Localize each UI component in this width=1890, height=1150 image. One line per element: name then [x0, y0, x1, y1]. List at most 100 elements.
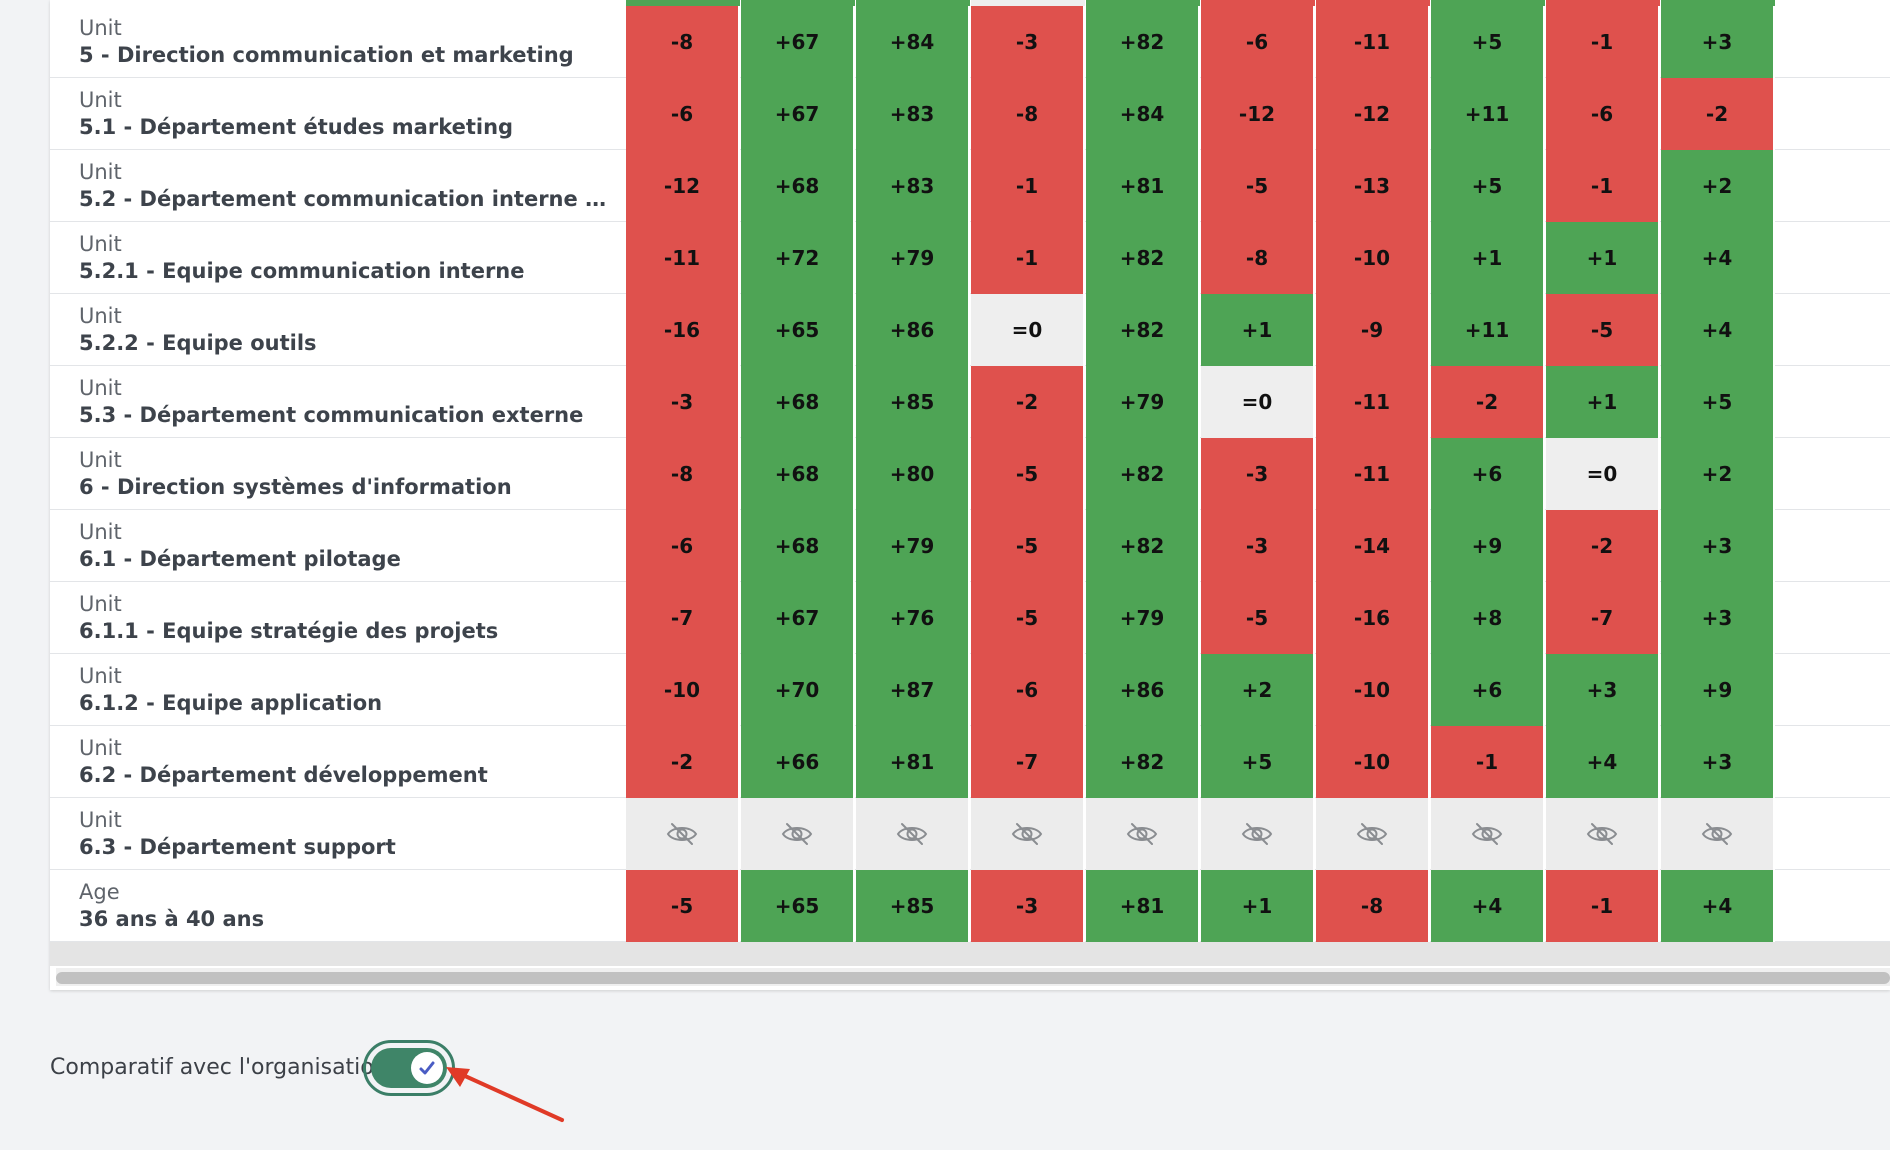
score-cell: +4 [1661, 294, 1775, 366]
score-cell: +6 [1431, 654, 1545, 726]
score-cell: +5 [1201, 726, 1315, 798]
score-cell: -2 [971, 366, 1085, 438]
score-cell: +84 [1086, 78, 1200, 150]
table-row: Unit 6 - Direction systèmes d'information… [50, 438, 1890, 510]
row-category: Age [79, 880, 120, 904]
score-cell: +86 [856, 294, 970, 366]
score-cell: +3 [1661, 582, 1775, 654]
score-cell: -11 [1316, 438, 1430, 510]
score-cell: +68 [741, 438, 855, 510]
score-cell: +2 [1661, 150, 1775, 222]
comparison-toggle-label: Comparatif avec l'organisation [50, 1055, 388, 1080]
hidden-score-cell [741, 798, 855, 870]
table-footer-band [50, 942, 1890, 966]
eye-slash-icon [781, 823, 813, 845]
annotation-arrow-icon [446, 1067, 564, 1122]
row-name: 6.1 - Département pilotage [79, 547, 401, 571]
score-cell: +5 [1431, 150, 1545, 222]
row-name: 5 - Direction communication et marketing [79, 43, 574, 67]
score-cell: +68 [741, 150, 855, 222]
row-label: Unit 5 - Direction communication et marke… [79, 15, 619, 69]
score-cell: +67 [741, 78, 855, 150]
score-cell: -10 [1316, 222, 1430, 294]
scrollbar-thumb[interactable] [56, 972, 1890, 984]
strip-cell [741, 0, 855, 6]
eye-slash-icon [1011, 823, 1043, 845]
row-name: 5.1 - Département études marketing [79, 115, 514, 139]
score-cell: +66 [741, 726, 855, 798]
score-cell: +3 [1546, 654, 1660, 726]
table-row: Unit 5.2 - Département communication inte… [50, 150, 1890, 222]
score-cell: -16 [626, 294, 740, 366]
strip-cell [1316, 0, 1430, 6]
score-cell: +5 [1661, 366, 1775, 438]
score-cell: -11 [1316, 366, 1430, 438]
score-cell: -1 [1546, 6, 1660, 78]
hidden-score-cell [1201, 798, 1315, 870]
score-cell: +68 [741, 366, 855, 438]
row-category: Unit [79, 88, 122, 112]
strip-cell [971, 0, 1085, 6]
hidden-score-cell [1086, 798, 1200, 870]
strip-cell [1201, 0, 1315, 6]
row-category: Unit [79, 592, 122, 616]
table-row: Unit 5.2.1 - Equipe communication interne… [50, 222, 1890, 294]
row-category: Unit [79, 304, 122, 328]
score-cell: +72 [741, 222, 855, 294]
score-cell: -1 [971, 222, 1085, 294]
row-label: Unit 5.3 - Département communication exte… [79, 375, 619, 429]
table-row: Unit 5.1 - Département études marketing -6… [50, 78, 1890, 150]
row-label: Unit 5.1 - Département études marketing [79, 87, 619, 141]
toggle-knob[interactable] [411, 1052, 443, 1084]
score-cell: +4 [1431, 870, 1545, 942]
score-cell: -5 [1201, 150, 1315, 222]
score-cell: -3 [971, 870, 1085, 942]
score-cell: +87 [856, 654, 970, 726]
row-name: 6 - Direction systèmes d'information [79, 475, 512, 499]
strip-cell [1546, 0, 1660, 6]
row-label: Age 36 ans à 40 ans [79, 879, 619, 933]
score-cell: =0 [1546, 438, 1660, 510]
row-name: 5.2 - Département communication interne … [79, 187, 619, 211]
hidden-score-cell [1431, 798, 1545, 870]
score-cell: -8 [1201, 222, 1315, 294]
score-cell: +1 [1201, 294, 1315, 366]
score-cell: +82 [1086, 438, 1200, 510]
score-cell: +81 [1086, 870, 1200, 942]
row-name: 36 ans à 40 ans [79, 907, 265, 931]
score-cell: +82 [1086, 6, 1200, 78]
score-cell: +79 [1086, 582, 1200, 654]
score-cell: =0 [971, 294, 1085, 366]
score-cell: -14 [1316, 510, 1430, 582]
score-cell: +1 [1201, 870, 1315, 942]
eye-slash-icon [896, 823, 928, 845]
score-cell: -16 [1316, 582, 1430, 654]
score-cell: -2 [626, 726, 740, 798]
score-cell: -1 [1431, 726, 1545, 798]
score-cell: +84 [856, 6, 970, 78]
table-row: Unit 6.2 - Département développement -2 +66… [50, 726, 1890, 798]
score-cell: +82 [1086, 294, 1200, 366]
eye-slash-icon [1241, 823, 1273, 845]
eye-slash-icon [1471, 823, 1503, 845]
score-cell: +4 [1661, 222, 1775, 294]
score-cell: +82 [1086, 222, 1200, 294]
score-cell: +67 [741, 582, 855, 654]
horizontal-scrollbar[interactable] [56, 968, 1890, 986]
row-category: Unit [79, 808, 122, 832]
score-cell: +79 [856, 510, 970, 582]
score-cell: -8 [626, 438, 740, 510]
score-cell: -12 [1316, 78, 1430, 150]
score-cell: -2 [1661, 78, 1775, 150]
row-label: Unit 6.1.1 - Equipe stratégie des projets [79, 591, 619, 645]
score-cell: +1 [1546, 222, 1660, 294]
row-category: Unit [79, 520, 122, 544]
comparison-toggle-focus-ring[interactable] [363, 1040, 455, 1096]
strip-cell [1661, 0, 1775, 6]
score-cell: +85 [856, 870, 970, 942]
score-cell: -7 [626, 582, 740, 654]
comparison-toggle[interactable] [371, 1048, 447, 1088]
row-label: Unit 5.2 - Département communication inte… [79, 159, 619, 213]
score-cell: -8 [971, 78, 1085, 150]
score-cell: +85 [856, 366, 970, 438]
